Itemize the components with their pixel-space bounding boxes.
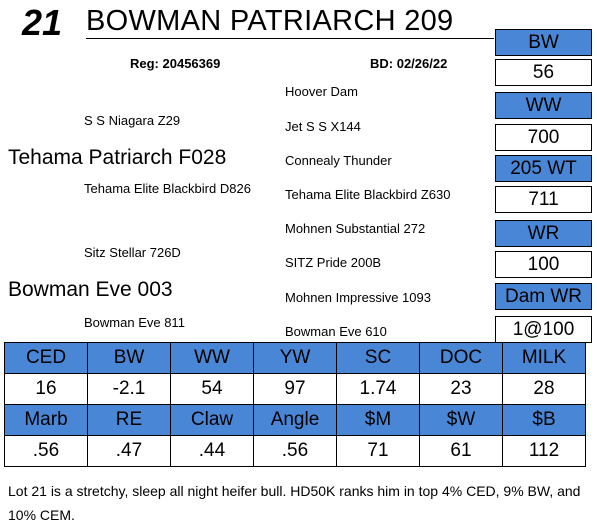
- epd-header-re: RE: [87, 404, 171, 436]
- epd-value-marb: .56: [4, 435, 88, 467]
- pedigree-dam: Bowman Eve 003: [8, 278, 173, 301]
- epd-header-row-2: Marb RE Claw Angle $M $W $B: [4, 404, 586, 436]
- epd-header-yw: YW: [253, 342, 337, 374]
- registration-number: Reg: 20456369: [130, 56, 221, 71]
- epd-header-angle: Angle: [253, 404, 337, 436]
- epd-header-m: $M: [336, 404, 420, 436]
- epd-value-b: 112: [502, 435, 586, 467]
- epd-value-m: 71: [336, 435, 420, 467]
- perf-label-ww: WW: [495, 92, 592, 119]
- epd-header-bw: BW: [87, 342, 171, 374]
- pedigree-dd-sire: Mohnen Impressive 1093: [285, 290, 431, 305]
- epd-value-ced: 16: [4, 373, 88, 405]
- perf-label-205wt: 205 WT: [495, 155, 592, 182]
- pedigree-dam-sire: Sitz Stellar 726D: [84, 245, 181, 260]
- lot-comment: Lot 21 is a stretchy, sleep all night he…: [8, 483, 581, 523]
- perf-value-bw: 56: [495, 59, 592, 86]
- epd-value-re: .47: [87, 435, 171, 467]
- epd-value-doc: 23: [419, 373, 503, 405]
- pedigree-dam-dam: Bowman Eve 811: [84, 315, 185, 330]
- epd-value-row-2: .56 .47 .44 .56 71 61 112: [4, 435, 586, 467]
- perf-value-dam-wr: 1@100: [495, 316, 592, 343]
- birth-date: BD: 02/26/22: [370, 56, 448, 71]
- pedigree-ds-dam: SITZ Pride 200B: [285, 255, 382, 270]
- epd-value-ww: 54: [170, 373, 254, 405]
- pedigree-sd-sire: Connealy Thunder: [285, 153, 392, 168]
- perf-label-dam-wr: Dam WR: [495, 283, 592, 310]
- epd-value-sc: 1.74: [336, 373, 420, 405]
- pedigree-ds-sire: Mohnen Substantial 272: [285, 221, 426, 236]
- pedigree-sire-sire: S S Niagara Z29: [84, 113, 181, 128]
- epd-value-angle: .56: [253, 435, 337, 467]
- epd-header-ww: WW: [170, 342, 254, 374]
- epd-header-doc: DOC: [419, 342, 503, 374]
- epd-header-b: $B: [502, 404, 586, 436]
- epd-header-sc: SC: [336, 342, 420, 374]
- perf-value-ww: 700: [495, 124, 592, 151]
- title-underline: [86, 38, 494, 39]
- animal-name: BOWMAN PATRIARCH 209: [86, 5, 454, 37]
- perf-label-wr: WR: [495, 220, 592, 247]
- pedigree-sire-dam: Tehama Elite Blackbird D826: [84, 181, 251, 196]
- pedigree-sire: Tehama Patriarch F028: [8, 146, 227, 169]
- perf-value-205wt: 711: [495, 186, 592, 213]
- perf-value-wr: 100: [495, 251, 592, 278]
- pedigree-sd-dam: Tehama Elite Blackbird Z630: [285, 187, 451, 202]
- epd-value-milk: 28: [502, 373, 586, 405]
- epd-value-bw: -2.1: [87, 373, 171, 405]
- epd-header-milk: MILK: [502, 342, 586, 374]
- epd-value-w: 61: [419, 435, 503, 467]
- lot-number: 21: [22, 2, 63, 43]
- epd-header-ced: CED: [4, 342, 88, 374]
- pedigree-dd-dam: Bowman Eve 610: [285, 324, 387, 339]
- epd-header-row-1: CED BW WW YW SC DOC MILK: [4, 342, 586, 374]
- perf-label-bw: BW: [495, 29, 592, 56]
- epd-value-claw: .44: [170, 435, 254, 467]
- epd-table: CED BW WW YW SC DOC MILK 16 -2.1 54 97 1…: [4, 342, 586, 467]
- epd-header-w: $W: [419, 404, 503, 436]
- epd-value-row-1: 16 -2.1 54 97 1.74 23 28: [4, 373, 586, 405]
- pedigree-ss-sire: Hoover Dam: [285, 84, 358, 99]
- epd-header-marb: Marb: [4, 404, 88, 436]
- epd-header-claw: Claw: [170, 404, 254, 436]
- epd-value-yw: 97: [253, 373, 337, 405]
- pedigree-ss-dam: Jet S S X144: [285, 119, 361, 134]
